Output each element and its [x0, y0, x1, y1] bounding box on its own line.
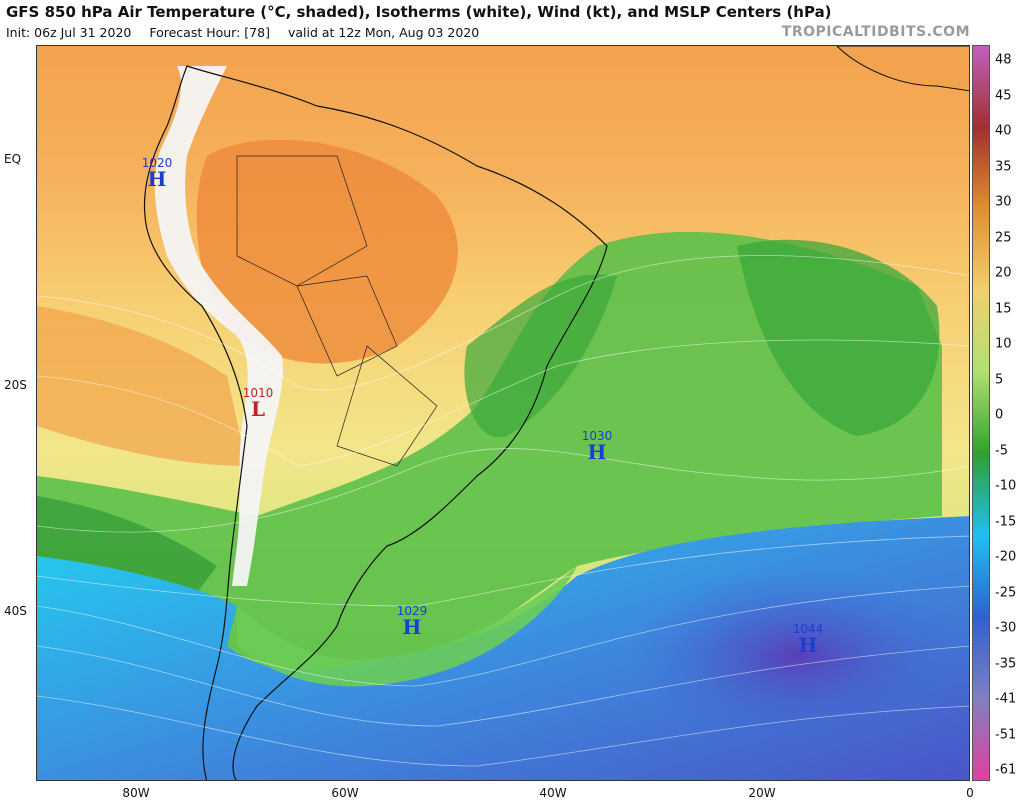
colorbar-tick-label: -35 [995, 656, 1017, 671]
pressure-center-high: 1020 H [141, 156, 173, 191]
colorbar-tick-label: 48 [995, 52, 1012, 68]
pressure-center-high: 1030 H [581, 429, 613, 464]
pressure-value: 1030 [581, 429, 613, 443]
pressure-value: 1044 [792, 622, 824, 636]
lat-label-eq: EQ [4, 152, 22, 166]
pressure-center-high: 1029 H [396, 604, 428, 639]
colorbar-tick-label: 40 [995, 123, 1012, 139]
pressure-center-high: 1044 H [792, 622, 824, 657]
pressure-value: 1010 [242, 386, 274, 400]
pressure-symbol: L [250, 397, 266, 421]
colorbar-tick-label: -25 [995, 585, 1017, 600]
lat-label-40s: 40S [4, 604, 27, 618]
pressure-symbol: H [587, 440, 607, 464]
pressure-symbol: H [402, 615, 422, 639]
lon-label-60w: 60W [331, 786, 359, 800]
chart-subtitle: Init: 06z Jul 31 2020 Forecast Hour: [78… [6, 25, 493, 40]
colorbar-tick-label: 10 [995, 336, 1012, 352]
colorbar-tick-label: -10 [995, 478, 1017, 494]
colorbar-tick-label: 35 [995, 159, 1012, 174]
colorbar-tick-label: 0 [995, 407, 1004, 423]
lon-label-20w: 20W [748, 786, 776, 800]
colorbar-tick-label: -30 [995, 620, 1017, 636]
temperature-map[interactable] [36, 45, 970, 781]
init-time: Init: 06z Jul 31 2020 [6, 25, 132, 40]
pressure-value: 1020 [141, 156, 173, 170]
pressure-value: 1029 [396, 604, 428, 618]
colorbar-tick-label: 5 [995, 372, 1004, 387]
chart-title: GFS 850 hPa Air Temperature (°C, shaded)… [6, 3, 832, 21]
pressure-symbol: H [147, 167, 167, 191]
brand-watermark: TROPICALTIDBITS.COM [781, 24, 970, 40]
pressure-center-low: 1010 L [242, 386, 274, 421]
temperature-colorbar [972, 45, 990, 781]
forecast-hour: Forecast Hour: [78] [149, 25, 270, 40]
lon-label-40w: 40W [539, 786, 567, 800]
colorbar-tick-label: -15 [995, 514, 1017, 529]
lon-label-0: 0 [966, 786, 974, 800]
pressure-symbol: H [798, 633, 818, 657]
valid-time: valid at 12z Mon, Aug 03 2020 [287, 25, 480, 40]
colorbar-tick-label: -51 [995, 727, 1017, 742]
colorbar-tick-label: 20 [995, 265, 1012, 281]
colorbar-tick-label: 30 [995, 194, 1012, 210]
colorbar-tick-label: -5 [995, 443, 1008, 458]
colorbar-tick-label: -61 [995, 762, 1017, 778]
colorbar-tick-label: 45 [995, 88, 1012, 103]
colorbar-tick-label: -20 [995, 549, 1017, 565]
colorbar-tick-label: 15 [995, 301, 1012, 316]
lat-label-20s: 20S [4, 378, 27, 392]
colorbar-tick-label: 25 [995, 230, 1012, 245]
map-canvas [37, 46, 969, 780]
colorbar-tick-label: -41 [995, 691, 1017, 707]
lon-label-80w: 80W [122, 786, 150, 800]
